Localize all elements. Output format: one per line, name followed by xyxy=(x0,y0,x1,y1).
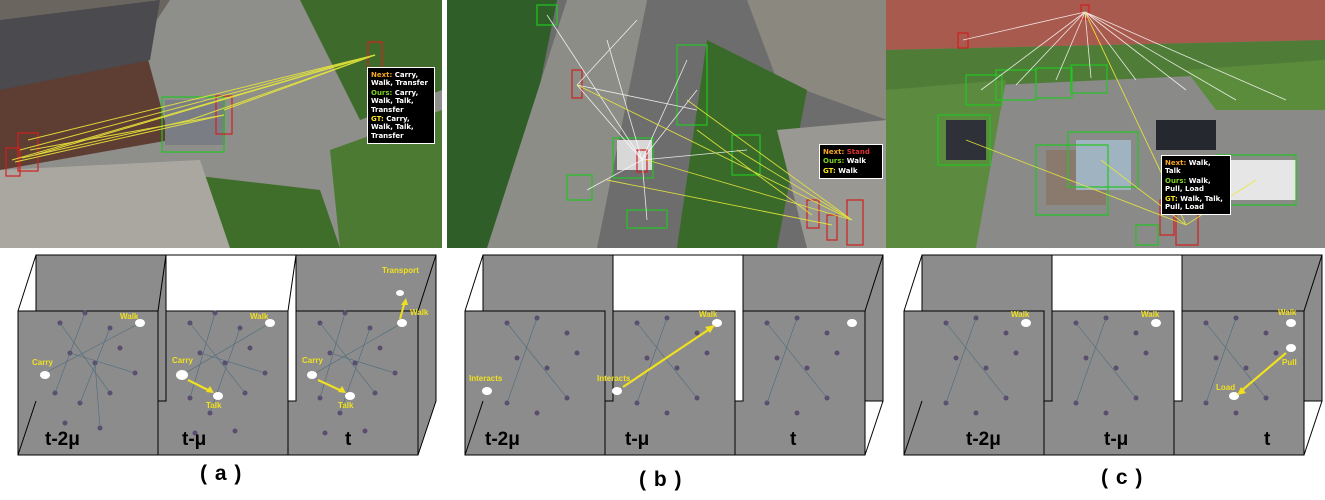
prediction-callout-c: Next: Walk, Talk Ours: Walk, Pull, Load … xyxy=(1161,155,1231,216)
panel-label-b: ( b ) xyxy=(639,468,683,491)
svg-text:t-2μ: t-2μ xyxy=(966,429,1001,450)
node-label-walk-a1: Walk xyxy=(120,312,139,321)
svg-text:Walk: Walk xyxy=(699,310,718,319)
svg-text:Carry: Carry xyxy=(172,356,193,365)
graph-frames-a: Walk Carry Walk Carry Talk xyxy=(17,254,437,456)
svg-text:Load: Load xyxy=(1216,383,1235,392)
svg-text:Walk: Walk xyxy=(250,312,269,321)
panel-label-a: ( a ) xyxy=(200,462,243,485)
svg-text:t: t xyxy=(790,429,797,450)
svg-text:Transport: Transport xyxy=(382,266,419,275)
svg-text:Pull: Pull xyxy=(1282,358,1297,367)
panel-label-c: ( c ) xyxy=(1101,466,1144,489)
scene-photo-a: Next: Carry, Walk, Transfer Ours: Carry,… xyxy=(0,0,442,248)
svg-text:Talk: Talk xyxy=(206,401,222,410)
graph-frames-c: Walk Walk Walk Pull Load t-2μ t-μ t xyxy=(903,254,1323,456)
svg-text:Walk: Walk xyxy=(1278,308,1297,317)
scene-photo-b: Next: Stand Ours: Walk GT: Walk xyxy=(447,0,887,248)
svg-text:Walk: Walk xyxy=(1141,310,1160,319)
svg-text:t-μ: t-μ xyxy=(625,429,649,450)
svg-text:Interacts: Interacts xyxy=(597,374,631,383)
carry-node-a1 xyxy=(40,371,50,379)
parking-lot-scene-c xyxy=(886,0,1325,248)
panel-a: Next: Carry, Walk, Transfer Ours: Carry,… xyxy=(0,0,442,500)
walk-node-a1 xyxy=(135,319,145,327)
prediction-callout-b: Next: Stand Ours: Walk GT: Walk xyxy=(819,144,883,180)
frame-label-a3: t xyxy=(345,429,352,450)
svg-text:Talk: Talk xyxy=(338,401,354,410)
street-scene-b xyxy=(447,0,887,248)
svg-text:Interacts: Interacts xyxy=(469,374,503,383)
panel-b: Next: Stand Ours: Walk GT: Walk xyxy=(447,0,887,500)
graph-frames-b: Interacts Walk Interacts t-2μ t-μ t xyxy=(464,254,884,456)
svg-text:t-2μ: t-2μ xyxy=(485,429,520,450)
parking-lot-scene-a xyxy=(0,0,442,248)
panel-c: Next: Walk, Talk Ours: Walk, Pull, Load … xyxy=(886,0,1325,500)
svg-text:Walk: Walk xyxy=(1011,310,1030,319)
svg-text:t-μ: t-μ xyxy=(1104,429,1128,450)
frame-label-a1: t-2μ xyxy=(45,429,80,450)
node-label-carry-a1: Carry xyxy=(32,358,53,367)
prediction-callout-a: Next: Carry, Walk, Transfer Ours: Carry,… xyxy=(367,67,435,145)
svg-text:t: t xyxy=(1264,429,1271,450)
svg-text:Carry: Carry xyxy=(302,356,323,365)
svg-text:Walk: Walk xyxy=(410,308,429,317)
scene-photo-c: Next: Walk, Talk Ours: Walk, Pull, Load … xyxy=(886,0,1325,248)
frame-label-a2: t-μ xyxy=(182,429,206,450)
